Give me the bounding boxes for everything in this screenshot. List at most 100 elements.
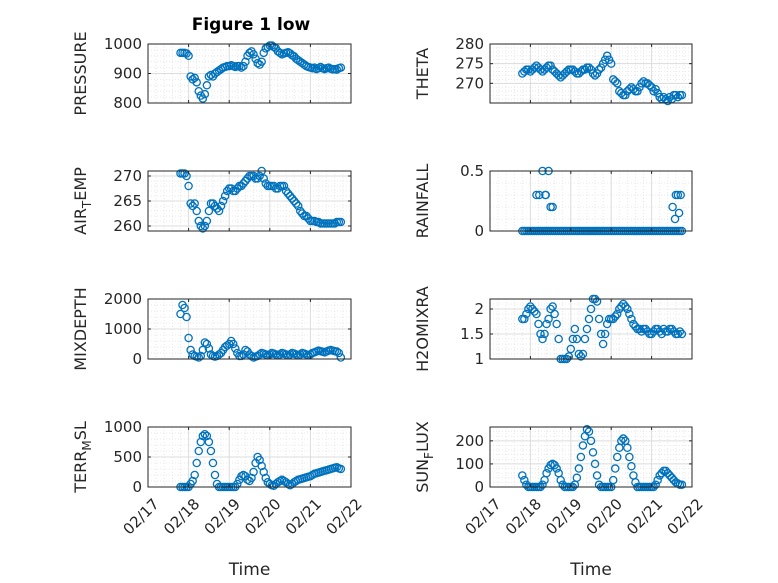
data-point [541, 190, 551, 200]
data-point [596, 329, 606, 339]
data-point [542, 468, 551, 478]
subplot-h2omixra: 1 1.5 2 H2OMIXRA [413, 286, 693, 372]
data-point [586, 436, 596, 446]
data-point [330, 219, 340, 228]
y-axis-label: MIXDEPTH [71, 287, 90, 370]
data-point [291, 199, 301, 208]
data-point [198, 431, 208, 441]
data-point [606, 59, 616, 68]
data-point [629, 319, 638, 329]
data-point [237, 63, 246, 72]
data-point [532, 190, 541, 200]
data-point [200, 221, 210, 231]
series-air-temp [176, 166, 346, 233]
y-tick-label: 500 [113, 448, 142, 466]
data-point [676, 190, 685, 200]
data-point [231, 186, 240, 196]
data-point [192, 78, 201, 87]
data-point [180, 303, 189, 313]
y-axis-label: H2OMIXRA [413, 286, 432, 372]
data-point [253, 58, 262, 68]
data-point [667, 324, 677, 334]
data-point [281, 186, 291, 196]
data-point [556, 475, 565, 485]
y-axis-label: RAINFALL [413, 164, 432, 239]
data-point [619, 434, 628, 443]
data-point [283, 189, 293, 198]
data-point [635, 324, 644, 334]
axes-frame [489, 298, 693, 360]
data-point [535, 190, 544, 200]
data-point [255, 350, 264, 359]
data-point [198, 224, 208, 233]
data-point [259, 48, 268, 58]
data-point [237, 351, 246, 361]
axes-background [490, 171, 692, 231]
data-point [190, 199, 199, 208]
data-point [239, 61, 248, 71]
subplot-rainfall: 0 0.5 RAINFALL [413, 162, 693, 240]
data-point [204, 437, 214, 447]
data-point [210, 201, 220, 211]
data-point [592, 297, 602, 306]
y-tick-label: 100 [455, 455, 484, 473]
data-point [671, 90, 681, 100]
data-point [576, 67, 586, 76]
y-tick-label: 2 [474, 300, 484, 318]
data-point [574, 349, 584, 359]
data-point [204, 206, 214, 216]
data-point [200, 338, 210, 347]
data-point [600, 329, 610, 339]
data-point [552, 319, 561, 329]
data-point [572, 334, 582, 344]
data-point [184, 181, 193, 191]
y-axis-label: PRESSURE [71, 31, 90, 115]
data-point [674, 208, 684, 218]
y-axis-label: THETA [413, 48, 432, 100]
data-point [202, 81, 212, 90]
data-point [334, 348, 344, 358]
data-point [285, 350, 295, 359]
data-point [641, 324, 650, 334]
data-point [231, 344, 240, 353]
data-point [613, 452, 622, 462]
series-pressure [176, 41, 346, 103]
axes-frame [489, 43, 693, 104]
series-theta [518, 51, 687, 106]
data-point [214, 206, 224, 216]
data-point [275, 350, 285, 359]
data-point [216, 201, 226, 211]
figure-title: Figure 1 low [192, 15, 311, 35]
data-point [210, 470, 220, 480]
data-point [670, 214, 680, 224]
data-point [546, 304, 555, 314]
data-point [550, 309, 559, 319]
y-tick-label: 270 [113, 167, 142, 185]
data-point [190, 470, 199, 480]
data-point [617, 436, 626, 446]
data-point [625, 452, 634, 462]
data-point [564, 352, 574, 361]
data-point [673, 190, 683, 200]
data-point [530, 307, 539, 316]
data-point [570, 324, 580, 334]
subplot-mixdepth: 0 1000 2000 MIXDEPTH [71, 287, 352, 371]
data-point [241, 57, 250, 66]
data-point [218, 196, 228, 206]
y-tick-label: 900 [113, 65, 142, 83]
series-mixdepth [176, 300, 346, 362]
data-point [194, 216, 203, 226]
data-point [190, 73, 199, 83]
data-point [233, 479, 242, 489]
data-point [673, 329, 683, 339]
data-point [576, 452, 586, 462]
y-axis-label: AIRTEMP [71, 167, 94, 235]
data-point [602, 319, 612, 329]
data-point [566, 344, 576, 354]
data-point [677, 480, 687, 489]
data-point [548, 202, 557, 212]
data-point [208, 458, 218, 468]
data-point [584, 63, 594, 72]
y-tick-label: 200 [455, 432, 484, 450]
